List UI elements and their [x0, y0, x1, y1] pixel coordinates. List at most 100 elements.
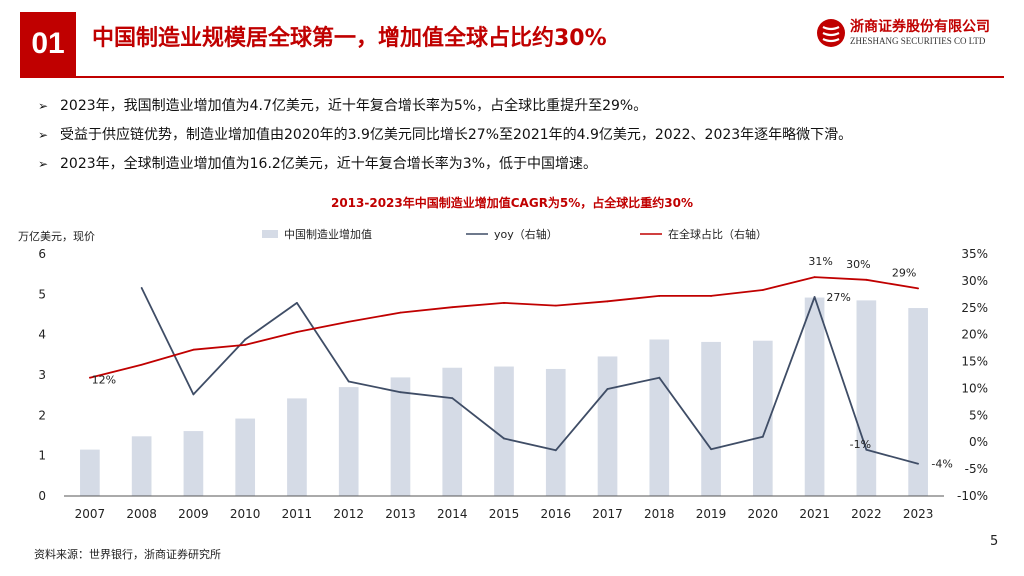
manufacturing-value-added-chart: 万亿美元，现价 中国制造业增加值 yoy（右轴） 在全球占比（右轴） 0 1 2 3 4 5 6 -1…: [18, 227, 988, 521]
data-label: -1%: [850, 438, 871, 451]
point-2010: [244, 343, 247, 346]
bar-2020: [752, 340, 773, 496]
y-tick-right: -10%: [957, 489, 988, 503]
x-tick-label: 2008: [126, 507, 157, 521]
x-tick-label: 2021: [799, 507, 830, 521]
y-tick-right: -5%: [965, 462, 988, 476]
bullet-text: 受益于供应链优势，制造业增加值由2020年的3.9亿美元同比增长27%至2021…: [60, 127, 853, 143]
x-tick-label: 2016: [540, 507, 571, 521]
data-label: 27%: [826, 291, 850, 304]
y-tick-right: 20%: [961, 328, 988, 342]
y-tick-right: 35%: [961, 247, 988, 261]
x-tick-label: 2020: [748, 507, 779, 521]
title-divider: [20, 76, 1004, 78]
x-tick-label: 2014: [437, 507, 468, 521]
data-label: 30%: [846, 258, 870, 271]
legend-label: 在全球占比（右轴）: [668, 227, 767, 241]
point-2014: [451, 306, 454, 309]
point-2012: [347, 380, 350, 383]
point-2022: [865, 448, 868, 451]
bar-2014: [442, 367, 463, 496]
point-2013: [399, 311, 402, 314]
logo-icon: [817, 19, 845, 47]
point-2010: [244, 338, 247, 341]
point-2023: [917, 462, 920, 465]
point-2021: [813, 296, 816, 298]
bullet-item: ➢ 2023年，全球制造业增加值为16.2亿美元，近十年复合增长率为3%，低于中…: [38, 154, 1008, 174]
point-2022: [865, 278, 868, 281]
bullet-arrow-icon: ➢: [38, 128, 49, 142]
point-2021: [813, 276, 816, 279]
point-2013: [399, 391, 402, 394]
point-2009: [192, 393, 195, 396]
point-2018: [658, 295, 661, 297]
x-tick-label: 2017: [592, 507, 623, 521]
point-2011: [296, 331, 298, 333]
bullet-text: 2023年，我国制造业增加值为4.7亿美元，近十年复合增长率为5%，占全球比重提…: [60, 98, 648, 114]
legend-label: 中国制造业增加值: [284, 227, 372, 241]
bar-2016: [545, 368, 566, 496]
bullet-arrow-icon: ➢: [38, 99, 49, 113]
bar-2015: [494, 366, 514, 496]
data-source-note: 资料来源：世界银行，浙商证券研究所: [34, 548, 221, 561]
point-2008: [140, 286, 143, 289]
summary-bullets: ➢ 2023年，我国制造业增加值为4.7亿美元，近十年复合增长率为5%，占全球比…: [38, 96, 1008, 183]
point-2007: [88, 376, 91, 379]
legend-swatch-bar: [262, 230, 278, 238]
bullet-text: 2023年，全球制造业增加值为16.2亿美元，近十年复合增长率为3%，低于中国增…: [60, 156, 598, 172]
series-line-global-share: [89, 276, 919, 379]
y-tick-right: 10%: [961, 381, 988, 395]
y-tick-right: 15%: [961, 355, 988, 369]
legend-label: yoy（右轴）: [494, 227, 558, 241]
page-title: 中国制造业规模居全球第一，增加值全球占比约30%: [92, 26, 607, 51]
bar-2021: [804, 297, 825, 496]
bullet-item: ➢ 2023年，我国制造业增加值为4.7亿美元，近十年复合增长率为5%，占全球比…: [38, 96, 1008, 116]
x-tick-label: 2018: [644, 507, 675, 521]
company-logo: 浙商证券股份有限公司 ZHESHANG SECURITIES CO LTD: [816, 14, 1012, 54]
y-tick-left: 1: [38, 449, 46, 463]
bar-2007: [80, 449, 100, 496]
point-2012: [347, 320, 350, 323]
x-tick-label: 2023: [903, 507, 934, 521]
y-tick-right: 25%: [961, 301, 988, 315]
y-tick-left: 0: [38, 489, 46, 503]
data-label: 31%: [808, 255, 832, 268]
y-tick-left: 5: [38, 287, 46, 301]
y-axis-left-label: 万亿美元，现价: [18, 230, 95, 243]
point-2008: [140, 363, 143, 366]
data-label: -4%: [931, 458, 952, 471]
point-2019: [710, 448, 712, 451]
point-2009: [192, 348, 195, 351]
point-2015: [503, 302, 505, 304]
x-tick-label: 2012: [333, 507, 364, 521]
point-2011: [296, 302, 298, 304]
x-tick-label: 2019: [696, 507, 727, 521]
bar-2011: [287, 398, 307, 496]
bar-2022: [856, 300, 877, 496]
y-tick-left: 6: [38, 247, 46, 261]
bar-2008: [131, 436, 152, 496]
point-2020: [761, 435, 764, 438]
section-number-badge: 01: [20, 12, 76, 76]
point-2016: [554, 304, 557, 307]
x-tick-label: 2011: [282, 507, 313, 521]
bar-2017: [597, 356, 618, 496]
logo-english-name: ZHESHANG SECURITIES CO LTD: [850, 36, 986, 46]
x-tick-label: 2010: [230, 507, 261, 521]
bar-2013: [390, 377, 411, 496]
point-2016: [554, 449, 557, 452]
x-tick-label: 2009: [178, 507, 209, 521]
y-tick-left: 3: [38, 368, 46, 382]
bullet-arrow-icon: ➢: [38, 157, 49, 171]
y-tick-left: 4: [38, 328, 46, 342]
y-tick-right: 30%: [961, 274, 988, 288]
point-2017: [606, 300, 609, 303]
point-2014: [451, 397, 454, 400]
chart-title: 2013-2023年中国制造业增加值CAGR为5%，占全球比重约30%: [330, 196, 694, 210]
series-line-yoy: [140, 287, 919, 465]
bar-2023: [908, 308, 928, 496]
x-tick-label: 2007: [75, 507, 106, 521]
point-2018: [658, 376, 661, 379]
logo-chinese-name: 浙商证券股份有限公司: [850, 19, 990, 35]
data-label: 29%: [892, 266, 916, 279]
